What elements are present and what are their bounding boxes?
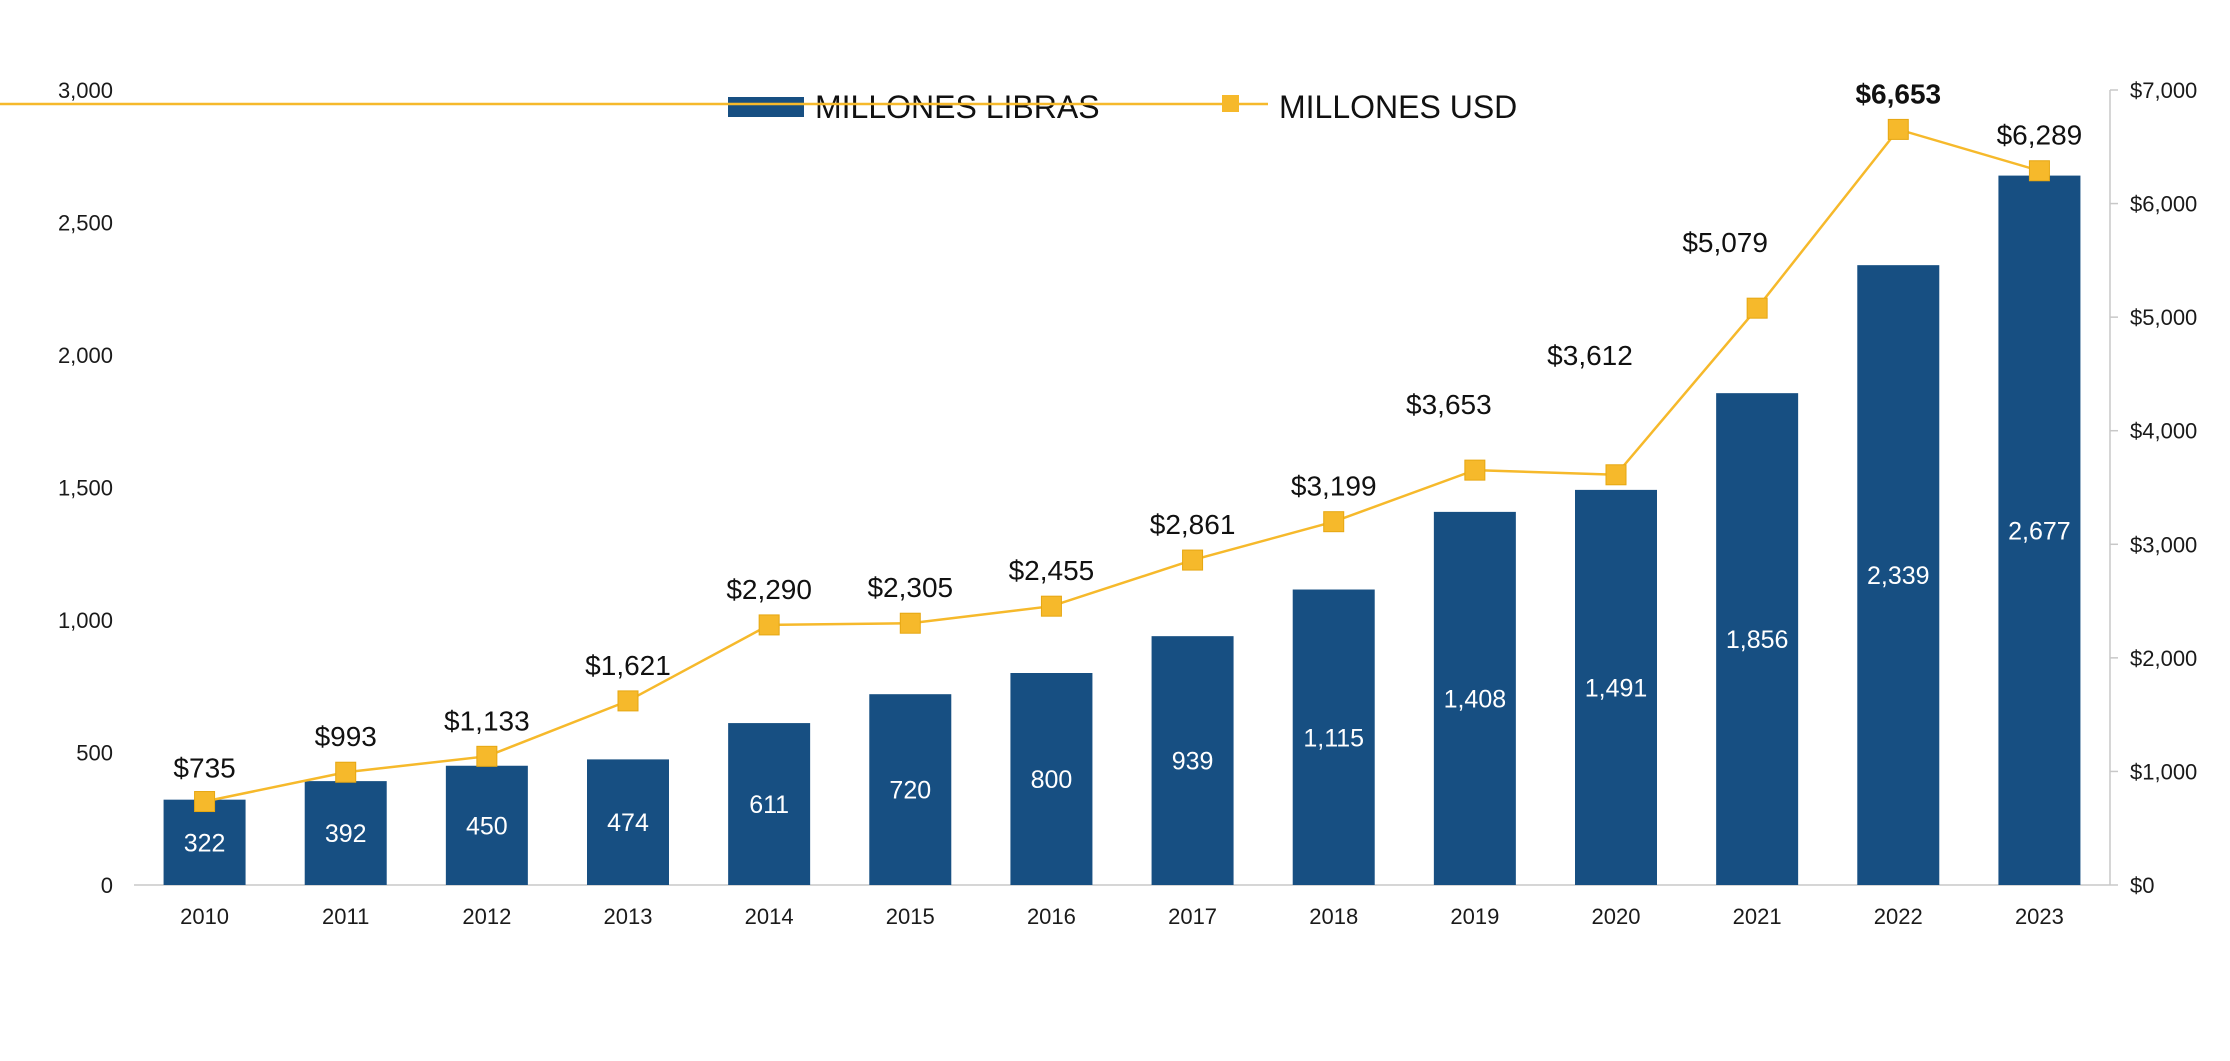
usd-value-label: $993 xyxy=(315,721,377,752)
y2-tick-label: $7,000 xyxy=(2130,78,2197,103)
x-tick-label: 2019 xyxy=(1450,904,1499,929)
bar-value-label: 611 xyxy=(749,791,789,819)
y-tick-label: 1,000 xyxy=(58,608,113,633)
usd-value-label: $2,305 xyxy=(867,572,953,603)
y-tick-label: 1,500 xyxy=(58,476,113,501)
usd-value-label: $1,133 xyxy=(444,705,530,736)
usd-marker xyxy=(1323,511,1345,533)
usd-value-label: $1,621 xyxy=(585,650,671,681)
axes-group: 0 500 1,000 1,500 2,000 2,500 3,000 $0 $1,000 $2,… xyxy=(58,78,2197,929)
bar-libras xyxy=(1998,175,2081,886)
usd-marker xyxy=(1746,297,1768,319)
bar-libras xyxy=(163,799,246,885)
bar-libras xyxy=(1575,489,1657,885)
usd-marker xyxy=(1464,459,1486,481)
x-tick-label: 2021 xyxy=(1733,904,1782,929)
x-tick-label: 2018 xyxy=(1309,904,1358,929)
bar-libras xyxy=(1716,393,1799,885)
usd-marker xyxy=(758,614,780,636)
bar-labels-group: 322 392 450 474 611 720 800 939 1,115 1,408 1,491 1… xyxy=(184,517,2071,857)
usd-value-label: $2,861 xyxy=(1150,509,1236,540)
bar-libras xyxy=(1857,265,1940,885)
x-tick-label: 2010 xyxy=(180,904,229,929)
bar-value-label: 939 xyxy=(1172,748,1214,776)
x-tick-label: 2014 xyxy=(745,904,794,929)
bar-libras xyxy=(728,723,811,885)
usd-marker xyxy=(899,612,921,634)
y-tick-label: 500 xyxy=(76,741,113,766)
bar-value-label: 1,856 xyxy=(1726,626,1789,654)
x-tick-label: 2013 xyxy=(604,904,653,929)
y2-tick-label: $6,000 xyxy=(2130,192,2197,217)
bar-value-label: 392 xyxy=(325,820,367,848)
legend-swatch-libras xyxy=(728,97,804,117)
usd-value-label: $735 xyxy=(173,753,235,784)
legend-label-usd: MILLONES USD xyxy=(1279,89,1517,125)
usd-marker xyxy=(617,690,639,712)
usd-line-group xyxy=(194,118,2050,813)
bar-libras xyxy=(445,765,528,885)
bar-value-label: 1,491 xyxy=(1585,674,1648,702)
legend-swatch-usd-marker xyxy=(1222,95,1239,112)
usd-value-label: $3,612 xyxy=(1547,340,1633,371)
bar-libras xyxy=(1292,589,1375,885)
usd-marker xyxy=(1040,595,1062,617)
bar-libras xyxy=(1151,636,1234,885)
bar-libras xyxy=(1433,511,1516,885)
y2-tick-label: $3,000 xyxy=(2130,532,2197,557)
bar-value-label: 474 xyxy=(607,809,649,837)
usd-marker xyxy=(1887,118,1909,140)
usd-value-label: $3,653 xyxy=(1406,389,1492,420)
bars-group xyxy=(163,175,2081,886)
x-tick-label: 2023 xyxy=(2015,904,2064,929)
usd-value-label: $2,455 xyxy=(1009,555,1095,586)
usd-marker xyxy=(335,761,357,783)
usd-marker xyxy=(1182,549,1204,571)
y-tick-label: 3,000 xyxy=(58,78,113,103)
x-tick-label: 2016 xyxy=(1027,904,1076,929)
y-tick-label: 2,000 xyxy=(58,343,113,368)
bar-value-label: 720 xyxy=(889,777,931,805)
bar-libras xyxy=(587,759,669,885)
x-tick-label: 2020 xyxy=(1592,904,1641,929)
y-tick-label: 0 xyxy=(101,873,113,898)
y-tick-label: 2,500 xyxy=(58,211,113,236)
usd-marker xyxy=(476,745,498,767)
x-tick-label: 2015 xyxy=(886,904,935,929)
usd-marker xyxy=(2028,160,2050,182)
bar-value-label: 2,339 xyxy=(1867,562,1930,590)
bar-value-label: 1,408 xyxy=(1444,685,1507,713)
y2-tick-label: $0 xyxy=(2130,873,2154,898)
usd-value-label: $6,653 xyxy=(1855,78,1941,109)
legend: MILLONES LIBRAS MILLONES USD xyxy=(0,89,1517,125)
usd-value-label: $2,290 xyxy=(726,574,812,605)
usd-line xyxy=(204,127,2040,803)
x-tick-label: 2017 xyxy=(1168,904,1217,929)
bar-value-label: 322 xyxy=(184,829,226,857)
bar-value-label: 800 xyxy=(1031,766,1073,794)
usd-value-label: $5,079 xyxy=(1682,227,1768,258)
bar-libras xyxy=(304,781,387,885)
y2-tick-label: $1,000 xyxy=(2130,759,2197,784)
legend-label-libras: MILLONES LIBRAS xyxy=(815,89,1100,125)
bar-value-label: 450 xyxy=(466,812,508,840)
x-tick-label: 2011 xyxy=(322,904,369,929)
x-tick-label: 2012 xyxy=(462,904,511,929)
usd-value-label: $3,199 xyxy=(1291,471,1377,502)
y2-tick-label: $2,000 xyxy=(2130,646,2197,671)
bar-libras xyxy=(1010,673,1093,885)
usd-marker xyxy=(194,791,216,813)
y2-tick-label: $5,000 xyxy=(2130,305,2197,330)
bar-value-label: 1,115 xyxy=(1303,724,1364,752)
y2-tick-label: $4,000 xyxy=(2130,419,2197,444)
bar-libras xyxy=(869,694,952,885)
bar-value-label: 2,677 xyxy=(2008,517,2071,545)
usd-labels-group: $735 $993 $1,133 $1,621 $2,290 $2,305 $2,455 $2… xyxy=(173,78,2082,783)
usd-value-label: $6,289 xyxy=(1997,120,2083,151)
usd-marker xyxy=(1605,464,1627,486)
x-tick-label: 2022 xyxy=(1874,904,1923,929)
